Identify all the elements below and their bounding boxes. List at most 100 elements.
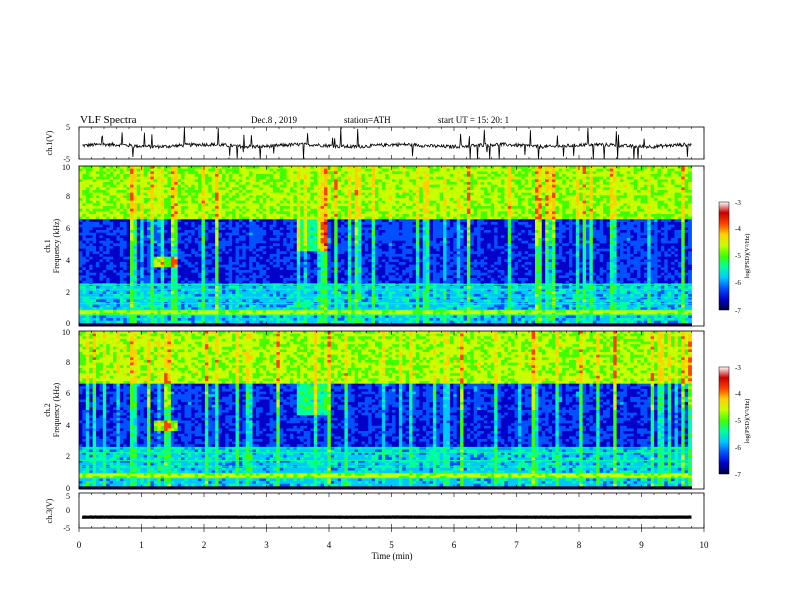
spectrogram-cell [256,169,260,172]
spectrogram-cell [470,171,474,174]
spectrogram-cell [184,174,188,177]
spectrogram-cell [86,206,90,209]
spectrogram-cell [287,206,291,209]
spectrogram-cell [283,179,287,182]
spectrogram-cell [229,169,233,172]
spectrogram-cell [378,219,382,222]
spectrogram-cell [82,222,86,225]
spectrogram-cell [140,230,144,233]
spectrogram-cell [103,222,107,225]
spectrogram-cell [467,214,471,217]
spectrogram-cell [208,174,212,177]
spectrogram-cell [273,198,277,201]
spectrogram-cell [681,198,685,201]
spectrogram-cell [382,201,386,204]
spectrogram-cell [501,209,505,212]
spectrogram-cell [644,174,648,177]
spectrogram-cell [127,169,131,172]
spectrogram-cell [586,217,590,220]
spectrogram-cell [504,169,508,172]
spectrogram-cell [515,230,519,233]
spectrogram-cell [355,203,359,206]
spectrogram-cell [657,214,661,217]
spectrogram-cell [477,222,481,225]
spectrogram-cell [426,166,430,169]
spectrogram-cell [154,211,158,214]
spectrogram-cell [127,201,131,204]
spectrogram-cell [518,201,522,204]
spectrogram-cell [317,193,321,196]
spectrogram-cell [99,206,103,209]
spectrogram-cell [433,217,437,220]
spectrogram-cell [464,203,468,206]
spectrogram-cell [344,233,348,236]
spectrogram-cell [93,211,97,214]
spectrogram-cell [627,206,631,209]
spectrogram-cell [545,211,549,214]
spectrogram-cell [606,201,610,204]
spectrogram-cell [569,230,573,233]
spectrogram-cell [549,174,553,177]
spectrogram-cell [253,195,257,198]
spectrogram-cell [331,225,335,228]
spectrogram-cell [579,209,583,212]
spectrogram-cell [297,190,301,193]
spectrogram-cell [127,193,131,196]
spectrogram-cell [477,193,481,196]
spectrogram-cell [484,166,488,169]
spectrogram-cell [440,227,444,230]
spectrogram-cell [137,193,141,196]
spectrogram-cell [150,222,154,225]
spectrogram-cell [273,179,277,182]
spectrogram-cell [249,185,253,188]
spectrogram-cell [290,217,294,220]
spectrogram-cell [600,235,604,238]
spectrogram-cell [259,233,263,236]
spectrogram-cell [327,209,331,212]
spectrogram-cell [365,171,369,174]
spectrogram-cell [576,211,580,214]
spectrogram-cell [538,211,542,214]
spectrogram-cell [297,198,301,201]
spectrogram-cell [429,190,433,193]
spectrogram-cell [96,211,100,214]
spectrogram-cell [545,177,549,180]
spectrogram-cell [477,185,481,188]
spectrogram-cell [600,193,604,196]
spectrogram-cell [157,233,161,236]
spectrogram-cell [671,182,675,185]
spectrogram-cell [654,193,658,196]
spectrogram-cell [202,195,206,198]
spectrogram-cell [103,214,107,217]
spectrogram-cell [494,219,498,222]
spectrogram-cell [86,227,90,230]
spectrogram-cell [378,174,382,177]
spectrogram-cell [358,214,362,217]
spectrogram-cell [474,206,478,209]
spectrogram-cell [416,171,420,174]
spectrogram-cell [161,187,165,190]
spectrogram-cell [144,179,148,182]
spectrogram-cell [402,190,406,193]
spectrogram-cell [116,222,120,225]
spectrogram-cell [627,190,631,193]
spectrogram-cell [334,203,338,206]
spectrogram-cell [236,182,240,185]
spectrogram-cell [239,195,243,198]
spectrogram-cell [511,187,515,190]
spectrogram-cell [86,225,90,228]
spectrogram-cell [130,177,134,180]
spectrogram-cell [566,187,570,190]
spectrogram-cell [674,190,678,193]
spectrogram-cell [416,209,420,212]
spectrogram-cell [402,209,406,212]
spectrogram-cell [613,211,617,214]
spectrogram-cell [321,206,325,209]
spectrogram-cell [661,217,665,220]
spectrogram-cell [596,174,600,177]
spectrogram-cell [297,217,301,220]
spectrogram-cell [82,203,86,206]
spectrogram-cell [491,211,495,214]
spectrogram-cell [528,198,532,201]
spectrogram-cell [144,190,148,193]
